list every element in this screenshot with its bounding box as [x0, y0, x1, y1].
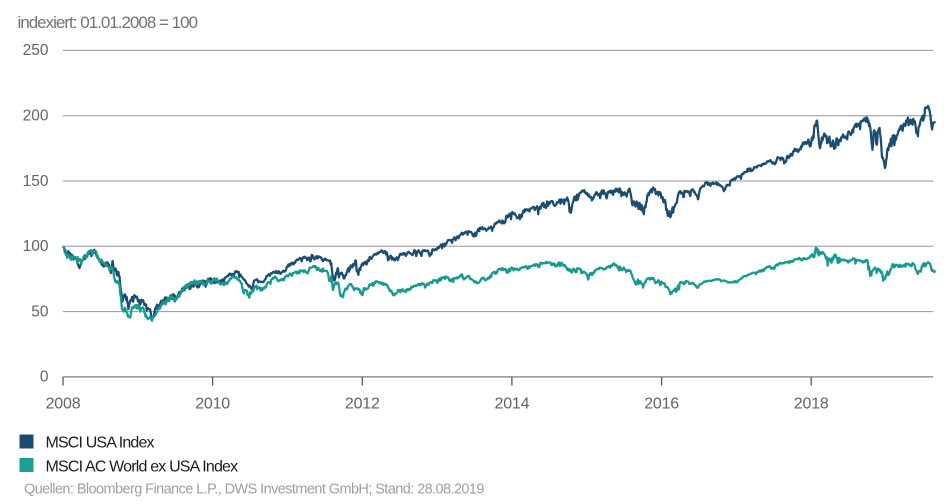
svg-text:150: 150	[23, 173, 49, 190]
svg-text:2012: 2012	[345, 395, 380, 412]
svg-text:2014: 2014	[495, 395, 530, 412]
svg-text:0: 0	[40, 369, 49, 386]
svg-text:2018: 2018	[794, 395, 829, 412]
svg-text:250: 250	[23, 42, 49, 59]
svg-text:MSCI AC World ex USA Index: MSCI AC World ex USA Index	[46, 458, 239, 475]
svg-text:MSCI USA Index: MSCI USA Index	[46, 434, 155, 451]
svg-text:50: 50	[31, 303, 49, 320]
svg-text:2008: 2008	[46, 395, 81, 412]
svg-text:200: 200	[23, 108, 49, 125]
svg-text:2010: 2010	[195, 395, 230, 412]
svg-text:Quellen: Bloomberg Finance L.P: Quellen: Bloomberg Finance L.P., DWS Inv…	[24, 482, 484, 498]
svg-text:2016: 2016	[644, 395, 679, 412]
svg-text:indexiert: 01.01.2008 = 100: indexiert: 01.01.2008 = 100	[18, 13, 198, 32]
svg-text:100: 100	[23, 238, 49, 255]
